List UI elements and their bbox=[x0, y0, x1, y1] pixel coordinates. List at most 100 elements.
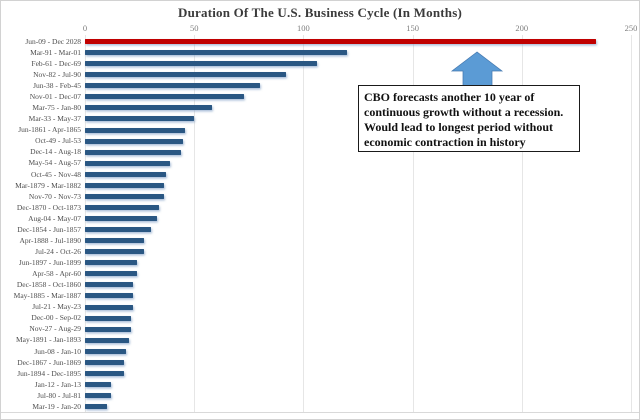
category-label: Mar-91 - Mar-01 bbox=[30, 47, 81, 57]
duration-bar bbox=[85, 227, 151, 233]
bar-track bbox=[85, 136, 631, 147]
gridline bbox=[412, 35, 414, 412]
bar-row: Dec-00 - Sep-02 bbox=[1, 313, 631, 324]
x-tick-label: 0 bbox=[82, 23, 88, 33]
bar-row: Mar-33 - May-37 bbox=[1, 113, 631, 124]
category-label: Dec-1854 - Jun-1857 bbox=[17, 224, 81, 234]
bar-row: May-1891 - Jan-1893 bbox=[1, 335, 631, 346]
x-tick-label: 200 bbox=[515, 23, 529, 33]
category-label: Dec-1858 - Oct-1860 bbox=[16, 280, 81, 290]
category-label: Nov-27 - Aug-29 bbox=[29, 324, 81, 334]
category-label: Dec-1870 - Oct-1873 bbox=[16, 202, 81, 212]
category-label: Apr-58 - Apr-60 bbox=[32, 269, 81, 279]
category-label: Mar-1879 - Mar-1882 bbox=[15, 180, 81, 190]
bar-track bbox=[85, 224, 631, 235]
bar-row: Dec-1854 - Jun-1857 bbox=[1, 224, 631, 235]
category-label: Jun-1897 - Jun-1899 bbox=[18, 258, 81, 268]
bar-track bbox=[85, 113, 631, 124]
bar-track bbox=[85, 268, 631, 279]
bar-row: Jan-12 - Jan-13 bbox=[1, 379, 631, 390]
category-label: Dec-14 - Aug-18 bbox=[30, 147, 81, 157]
bar-track bbox=[85, 47, 631, 58]
duration-bar bbox=[85, 404, 107, 410]
duration-bar bbox=[85, 359, 125, 365]
category-label: Oct-49 - Jul-53 bbox=[35, 136, 81, 146]
bar-track bbox=[85, 125, 631, 136]
duration-bar bbox=[85, 348, 127, 354]
bar-track bbox=[85, 213, 631, 224]
bar-row: Jul-21 - May-23 bbox=[1, 302, 631, 313]
bar-track bbox=[85, 235, 631, 246]
bar-track bbox=[85, 290, 631, 301]
gridlines bbox=[85, 35, 632, 412]
duration-bar bbox=[85, 105, 212, 111]
duration-bar bbox=[85, 83, 260, 89]
bar-track bbox=[85, 36, 631, 47]
duration-bar bbox=[85, 260, 138, 266]
bar-row: Nov-82 - Jul-90 bbox=[1, 69, 631, 80]
duration-bar bbox=[85, 160, 171, 166]
bar-row: Jun-08 - Jan-10 bbox=[1, 346, 631, 357]
duration-bar bbox=[85, 315, 131, 321]
bar-track bbox=[85, 313, 631, 324]
category-label: Jul-21 - May-23 bbox=[32, 302, 81, 312]
annotation-line: economic contraction in history bbox=[364, 135, 526, 149]
category-label: Jun-38 - Feb-45 bbox=[33, 81, 81, 91]
annotation-line: CBO forecasts another 10 year of bbox=[364, 90, 535, 104]
category-label: Aug-04 - May-07 bbox=[28, 213, 81, 223]
bar-row: Jul-80 - Jul-81 bbox=[1, 390, 631, 401]
category-label: Nov-01 - Dec-07 bbox=[29, 92, 81, 102]
duration-bar bbox=[85, 249, 144, 255]
duration-bar bbox=[85, 293, 134, 299]
category-label: Jun-08 - Jan-10 bbox=[34, 346, 81, 356]
category-label: Jun-1894 - Dec-1895 bbox=[17, 368, 81, 378]
duration-bar bbox=[85, 326, 131, 332]
duration-bar bbox=[85, 304, 134, 310]
bar-track bbox=[85, 158, 631, 169]
category-label: Apr-1888 - Jul-1890 bbox=[19, 235, 81, 245]
duration-bar bbox=[85, 127, 186, 133]
category-label: Jan-12 - Jan-13 bbox=[34, 379, 81, 389]
category-label: Jul-80 - Jul-81 bbox=[37, 390, 81, 400]
duration-bar bbox=[85, 138, 184, 144]
annotation-line: continuous growth without a recession. bbox=[364, 105, 564, 119]
bar-track bbox=[85, 58, 631, 69]
category-label: Jun-09 - Dec 2028 bbox=[25, 36, 81, 46]
gridline bbox=[631, 35, 632, 412]
bar-row: Jul-24 - Oct-26 bbox=[1, 246, 631, 257]
duration-bar bbox=[85, 238, 144, 244]
bar-track bbox=[85, 202, 631, 213]
bar-row: Feb-61 - Dec-69 bbox=[1, 58, 631, 69]
bar-track bbox=[85, 191, 631, 202]
bar-row: Oct-45 - Nov-48 bbox=[1, 169, 631, 180]
bar-row: Mar-19 - Jan-20 bbox=[1, 401, 631, 412]
gridline bbox=[521, 35, 523, 412]
gridline bbox=[303, 35, 305, 412]
bar-row: Apr-58 - Apr-60 bbox=[1, 268, 631, 279]
duration-bar bbox=[85, 282, 134, 288]
gridline bbox=[194, 35, 196, 412]
bar-track bbox=[85, 357, 631, 368]
duration-bar bbox=[85, 204, 160, 210]
bar-track bbox=[85, 390, 631, 401]
plot-bottom-border bbox=[1, 412, 639, 413]
bar-row: Jun-1861 - Apr-1865 bbox=[1, 125, 631, 136]
bar-row: Dec-1867 - Jun-1869 bbox=[1, 357, 631, 368]
category-label: Oct-45 - Nov-48 bbox=[31, 169, 81, 179]
duration-bar bbox=[85, 216, 158, 222]
duration-bar bbox=[85, 171, 166, 177]
category-label: Feb-61 - Dec-69 bbox=[31, 58, 81, 68]
bar-track bbox=[85, 91, 631, 102]
bar-row: Jun-1897 - Jun-1899 bbox=[1, 257, 631, 268]
duration-bar bbox=[85, 370, 125, 376]
category-label: Mar-33 - May-37 bbox=[28, 114, 81, 124]
category-label: May-54 - Aug-57 bbox=[28, 158, 82, 168]
bar-row: May-54 - Aug-57 bbox=[1, 158, 631, 169]
bar-track bbox=[85, 180, 631, 191]
duration-bar bbox=[85, 116, 195, 122]
duration-bar bbox=[85, 61, 317, 67]
duration-bar bbox=[85, 337, 129, 343]
bar-row: Mar-75 - Jan-80 bbox=[1, 102, 631, 113]
bar-row: Jun-1894 - Dec-1895 bbox=[1, 368, 631, 379]
